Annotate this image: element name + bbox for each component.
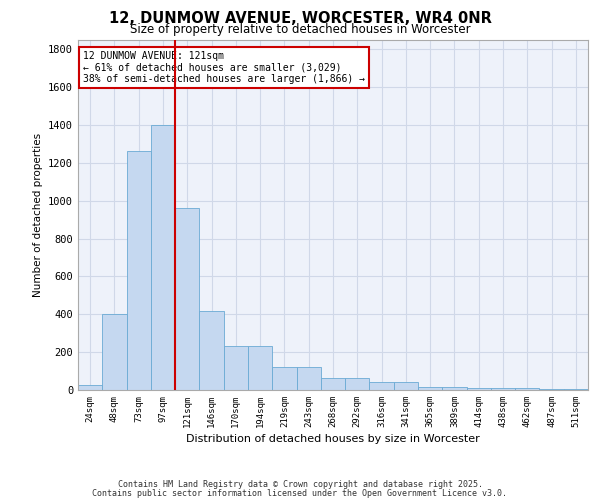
Bar: [394, 382, 418, 390]
Text: Contains HM Land Registry data © Crown copyright and database right 2025.: Contains HM Land Registry data © Crown c…: [118, 480, 482, 489]
Bar: [224, 346, 248, 390]
Bar: [102, 314, 127, 390]
Bar: [175, 208, 199, 390]
Bar: [151, 125, 175, 390]
Bar: [296, 368, 321, 390]
Y-axis label: Number of detached properties: Number of detached properties: [32, 133, 43, 297]
Text: 12, DUNMOW AVENUE, WORCESTER, WR4 0NR: 12, DUNMOW AVENUE, WORCESTER, WR4 0NR: [109, 11, 491, 26]
Bar: [564, 389, 588, 390]
Bar: [370, 382, 394, 390]
Bar: [78, 386, 102, 390]
Bar: [467, 388, 491, 390]
Bar: [199, 312, 224, 390]
Text: Contains public sector information licensed under the Open Government Licence v3: Contains public sector information licen…: [92, 488, 508, 498]
X-axis label: Distribution of detached houses by size in Worcester: Distribution of detached houses by size …: [186, 434, 480, 444]
Bar: [418, 387, 442, 390]
Bar: [321, 378, 345, 390]
Text: 12 DUNMOW AVENUE: 121sqm
← 61% of detached houses are smaller (3,029)
38% of sem: 12 DUNMOW AVENUE: 121sqm ← 61% of detach…: [83, 50, 365, 84]
Bar: [127, 150, 151, 390]
Bar: [515, 388, 539, 390]
Bar: [248, 346, 272, 390]
Text: Size of property relative to detached houses in Worcester: Size of property relative to detached ho…: [130, 22, 470, 36]
Bar: [272, 368, 296, 390]
Bar: [539, 389, 564, 390]
Bar: [442, 387, 467, 390]
Bar: [345, 378, 370, 390]
Bar: [491, 388, 515, 390]
